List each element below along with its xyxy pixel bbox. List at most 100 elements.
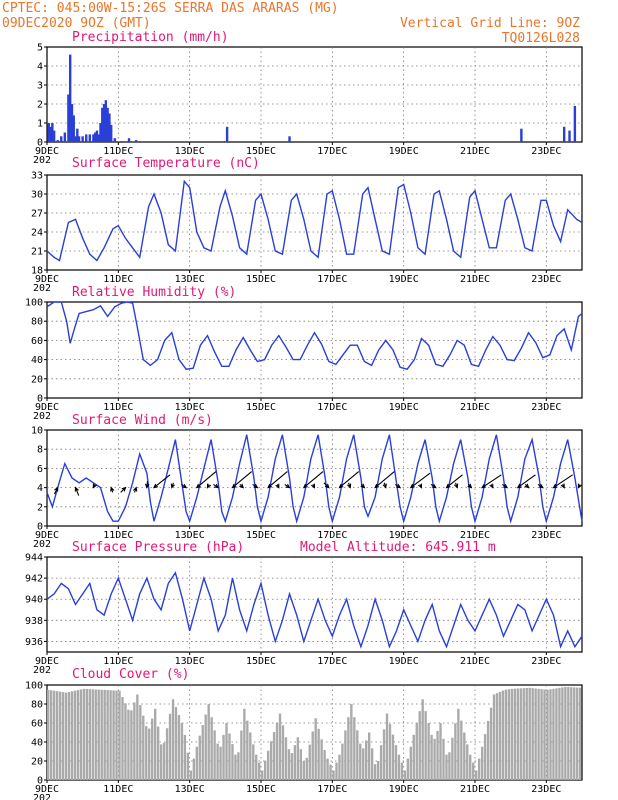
y-tick-label: 33 <box>31 171 43 182</box>
wind-arrow-head <box>253 483 259 489</box>
x-tick-label: 19DEC <box>389 784 419 795</box>
cloud-bar <box>379 745 383 780</box>
cloud-bar <box>100 689 103 780</box>
y-tick-label: 3 <box>37 81 43 92</box>
wind-arrow-head <box>110 486 115 492</box>
wind-arrow-head <box>133 486 138 492</box>
x-tick-label: 17DEC <box>317 146 347 157</box>
cloud-bar <box>154 708 157 780</box>
cloud-bar <box>249 732 252 780</box>
cloud-bar <box>136 694 139 780</box>
x-tick-label: 19DEC <box>389 146 419 157</box>
y-tick-label: 10 <box>31 426 43 437</box>
x-tick-label: 15DEC <box>246 274 276 285</box>
cloud-bar <box>269 741 273 780</box>
series-line <box>46 434 583 524</box>
cloud-bar <box>397 754 401 780</box>
year-label: 202 <box>33 539 51 550</box>
y-tick-label: 5 <box>37 43 43 54</box>
cloud-bar <box>317 728 320 780</box>
x-tick-label: 19DEC <box>389 530 419 541</box>
y-tick-label: 60 <box>31 719 43 730</box>
x-tick-label: 11DEC <box>103 146 133 157</box>
y-tick-label: 1 <box>37 119 43 130</box>
cloud-bar <box>427 723 430 780</box>
x-tick-label: 23DEC <box>531 656 561 667</box>
wind-arrow <box>481 474 502 489</box>
precip-bar <box>52 130 56 142</box>
x-tick-label: 23DEC <box>531 784 561 795</box>
cloud-bar <box>79 689 83 780</box>
wind-arrow-head <box>231 483 237 489</box>
cloud-bar <box>412 734 415 780</box>
year-label: 202 <box>33 665 51 676</box>
precipitation-panel: Precipitation (mm/h) 9DEC 11DEC 13DEC 15DEC… <box>33 30 583 166</box>
cloud-bar <box>430 734 433 780</box>
cloud-bar <box>225 723 228 780</box>
cloud-bar <box>466 744 469 780</box>
cloud-bar <box>189 770 193 780</box>
wind-arrow-head <box>516 483 522 489</box>
wind-arrow-head <box>302 483 308 489</box>
precip-bar <box>60 136 63 142</box>
x-tick-label: 23DEC <box>531 274 561 285</box>
precip-bar <box>106 107 109 142</box>
cloud-bar <box>335 762 338 780</box>
cloud-bar <box>55 691 59 780</box>
cloud-bar <box>115 690 118 780</box>
precip-bar <box>63 132 67 142</box>
cloud-bar <box>546 689 549 780</box>
year-label: 202 <box>33 793 51 800</box>
x-tick-label: 21DEC <box>460 402 490 413</box>
wind-arrow-head <box>552 483 558 489</box>
cloud-bar <box>183 734 187 780</box>
cloud-bar <box>263 760 267 780</box>
cloud-bar <box>139 705 142 780</box>
cloud-bar <box>228 733 231 780</box>
cloud-bar <box>67 691 71 780</box>
series-line <box>46 179 583 262</box>
x-tick-label: 13DEC <box>175 656 205 667</box>
wind-arrow-head <box>431 483 437 489</box>
cloud-bar <box>311 731 314 780</box>
wind-arrow-head <box>170 483 175 489</box>
wind-arrow-head <box>121 486 127 492</box>
y-tick-label: 80 <box>31 700 43 711</box>
x-tick-label: 9DEC <box>35 530 59 541</box>
cloud-bar <box>201 725 204 780</box>
wind-arrow <box>153 474 171 489</box>
cloud-bar <box>216 743 219 780</box>
cloud-cover-panel: Cloud Cover (%) 9DEC 11DEC 13DEC 15DEC 17DEC… <box>25 667 583 800</box>
precip-bar <box>76 128 79 142</box>
cloud-bar <box>326 758 329 780</box>
precipitation-title: Precipitation (mm/h) <box>72 30 229 45</box>
precip-bar <box>573 105 577 142</box>
wind-arrow-head <box>360 483 366 489</box>
precip-bar <box>81 136 84 142</box>
precip-bar <box>104 100 108 142</box>
cloud-bar <box>353 717 356 780</box>
x-tick-label: 11DEC <box>103 784 133 795</box>
cloud-bar <box>436 730 439 780</box>
x-tick-label: 9DEC <box>35 274 59 285</box>
cloud-bar <box>415 723 418 780</box>
x-tick-label: 9DEC <box>35 656 59 667</box>
cloud-bar <box>281 725 285 780</box>
y-tick-label: 2 <box>37 502 43 513</box>
wind-arrow <box>196 471 217 489</box>
cloud-bar <box>516 688 519 780</box>
y-tick-label: 938 <box>25 616 43 627</box>
wind-arrow <box>446 474 463 489</box>
wind-arrow-head <box>489 483 494 489</box>
y-tick-label: 0 <box>37 522 43 533</box>
humidity-title: Relative Humidity (%) <box>72 285 236 300</box>
cloud-bar <box>287 749 291 780</box>
wind-arrow <box>339 471 360 489</box>
cloud-bar <box>159 744 163 780</box>
plot-frame <box>46 46 583 143</box>
wind-arrow-head <box>454 483 459 489</box>
cloud-bar <box>385 713 389 780</box>
cloud-bar <box>519 688 522 780</box>
x-tick-label: 17DEC <box>317 530 347 541</box>
cloud-bar <box>73 690 77 780</box>
